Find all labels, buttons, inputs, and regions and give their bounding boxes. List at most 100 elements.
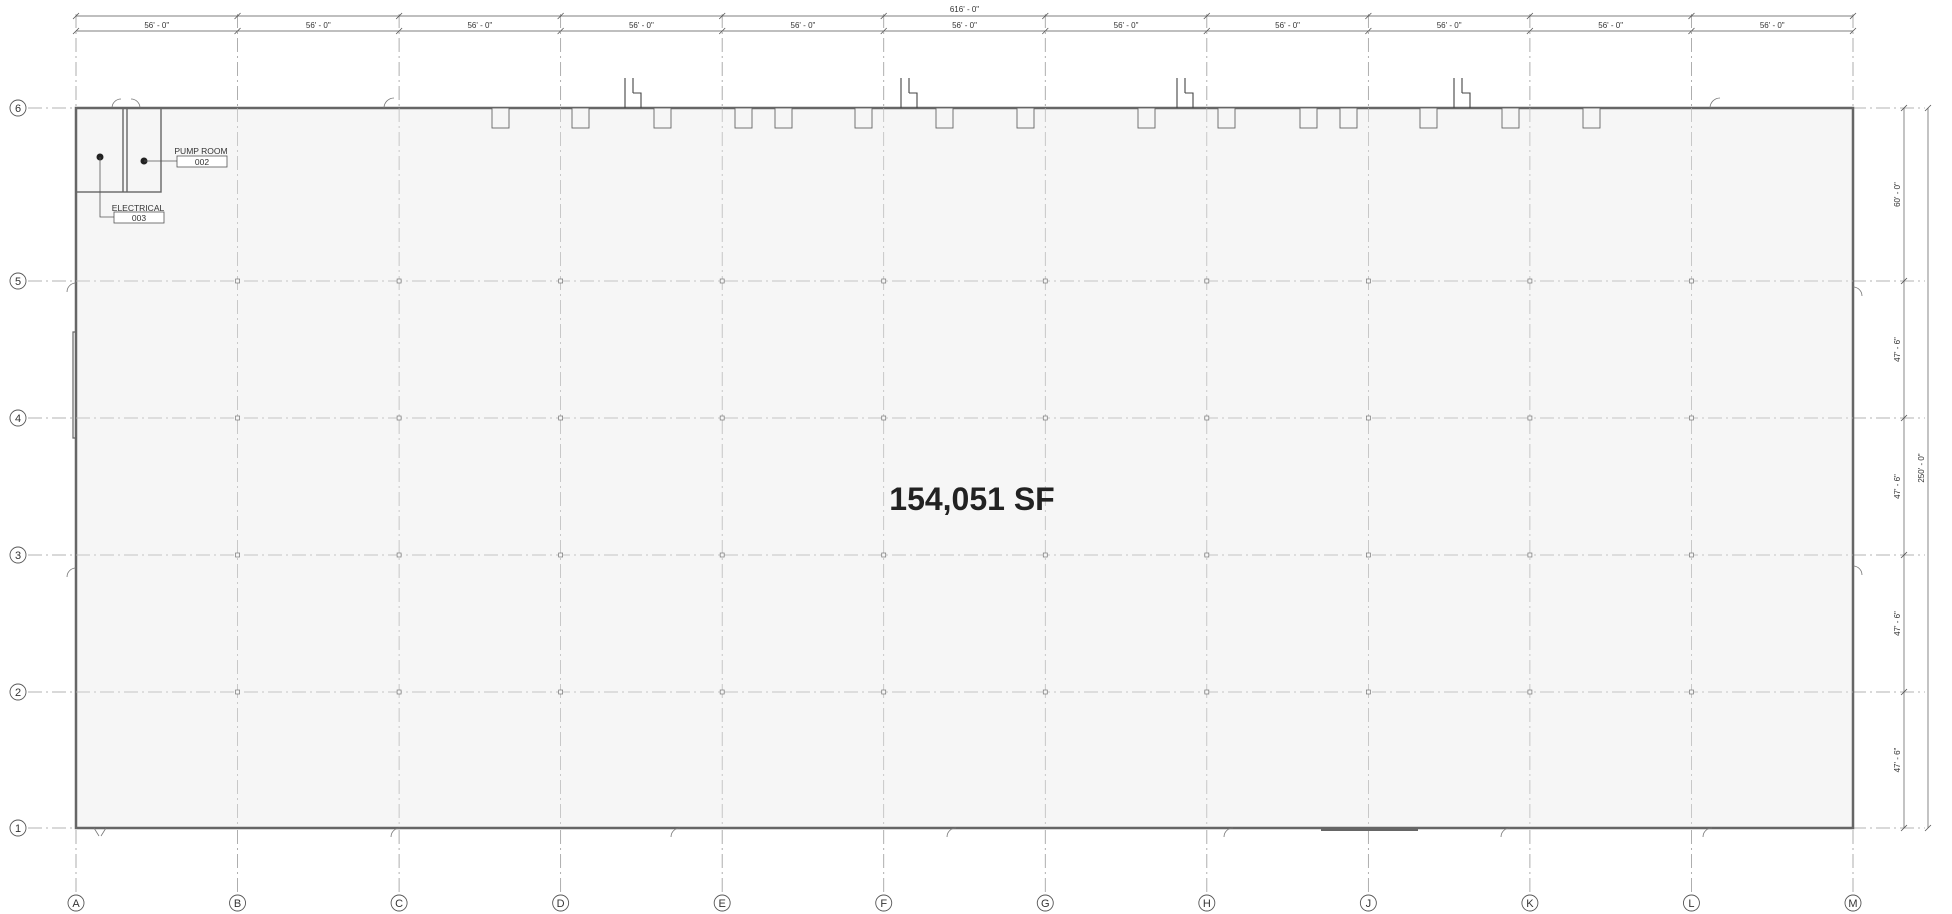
column-marker (1527, 415, 1533, 421)
dock-door (571, 107, 590, 129)
dock-ramp (1176, 78, 1194, 108)
column-marker (558, 278, 563, 284)
column-marker (235, 415, 240, 421)
wall-inset (72, 331, 76, 439)
dock-door (1501, 107, 1520, 129)
grid-overlay (76, 108, 1853, 828)
column-marker (235, 689, 240, 695)
dimension-tick (1203, 27, 1211, 35)
dimension-tick (1900, 688, 1908, 696)
grid-bubble-label: 3 (15, 550, 21, 562)
column-marker (1204, 552, 1210, 558)
dock-door (653, 107, 672, 129)
grid-bubble-label: K (1526, 898, 1534, 910)
dimension-tick (1041, 12, 1049, 20)
dock-door (734, 107, 753, 129)
column-marker (1366, 278, 1371, 284)
bay-dimension-text: 56' - 0" (1598, 21, 1623, 30)
room-number: 002 (195, 157, 209, 167)
dimension-tick (234, 12, 241, 20)
grid-bubble-A (67, 894, 85, 912)
grid-bubble-D (552, 894, 570, 912)
dock-door (854, 107, 873, 129)
dimension-tick (718, 12, 726, 20)
door-swing (1702, 827, 1713, 838)
dimension-tick (1365, 27, 1372, 35)
grid-bubble-G (1036, 894, 1054, 912)
door-swing (946, 827, 957, 838)
room-number: 003 (132, 213, 146, 223)
dimension-tick (72, 12, 80, 20)
column-marker (1689, 689, 1694, 695)
room-outline (75, 107, 162, 193)
column-marker (719, 278, 725, 284)
bay-dimension-text: 56' - 0" (1760, 21, 1785, 30)
grid-bubble-row-4 (9, 409, 27, 427)
door-swing (66, 567, 77, 578)
column-marker (881, 415, 887, 421)
column-marker (1689, 415, 1694, 421)
dimension-tick (557, 12, 564, 20)
column-marker (235, 552, 240, 558)
dock-door (1299, 107, 1318, 129)
grid-bubble-E (713, 894, 731, 912)
bay-dimension-text: 56' - 0" (144, 21, 169, 30)
column-marker (1689, 552, 1694, 558)
column-marker (719, 415, 725, 421)
column-marker (396, 689, 402, 695)
dock-door (1137, 107, 1156, 129)
dimension-tick (1041, 27, 1049, 35)
overall-dimension-text: 616' - 0" (950, 5, 979, 14)
grid-bubble-label: 6 (15, 103, 21, 115)
warehouse-floor (74, 106, 1855, 830)
bay-dimension-text: 56' - 0" (1114, 21, 1139, 30)
grid-bubble-label: D (557, 898, 565, 910)
grid-bubble-label: 2 (15, 687, 21, 699)
room-number-box (176, 155, 228, 168)
dock-door (1217, 107, 1236, 129)
door-swing (390, 827, 401, 838)
door-swing (1852, 286, 1863, 297)
dimension-tick (1849, 12, 1857, 20)
grid-bubble-L (1683, 894, 1700, 912)
column-marker (1204, 415, 1210, 421)
dimension-tick (395, 12, 403, 20)
row-dimension-text: 47' - 6" (1893, 747, 1902, 772)
row-dimension-text: 47' - 6" (1893, 474, 1902, 499)
bay-dimension-text: 56' - 0" (1437, 21, 1462, 30)
grid-bubble-label: E (719, 898, 726, 910)
bay-dimension-text: 56' - 0" (1275, 21, 1300, 30)
dimension-tick (1900, 551, 1908, 559)
dock-door (1339, 107, 1358, 129)
dock-door (1582, 107, 1601, 129)
dimension-tick (1203, 12, 1211, 20)
floor-area-label: 154,051 SF (889, 481, 1054, 517)
dimension-tick (1526, 12, 1534, 20)
column-marker (1527, 552, 1533, 558)
overall-depth-text: 250' - 0" (1917, 453, 1926, 482)
dimension-tick (1526, 27, 1534, 35)
dimension-tick (72, 27, 80, 35)
dock-door (1419, 107, 1438, 129)
column-marker (558, 415, 563, 421)
column-marker (396, 552, 402, 558)
column-marker (1527, 278, 1533, 284)
grid-bubble-label: J (1366, 898, 1372, 910)
column-marker (1042, 415, 1048, 421)
dock-ramp (900, 78, 918, 108)
dimension-tick (234, 27, 241, 35)
dock-door (1016, 107, 1035, 129)
column-marker (396, 278, 402, 284)
grid-bubble-row-3 (9, 546, 27, 564)
grid-bubble-row-5 (9, 272, 27, 290)
grid-bubble-row-2 (9, 683, 27, 701)
grid-bubble-label: M (1848, 898, 1857, 910)
dimension-tick (1365, 12, 1372, 20)
grid-bubble-M (1844, 894, 1862, 912)
grid-bubble-label: 4 (15, 413, 21, 425)
column-marker (881, 689, 887, 695)
column-marker (1689, 278, 1694, 284)
grid-bubble-F (875, 894, 893, 912)
dock-door (491, 107, 510, 129)
